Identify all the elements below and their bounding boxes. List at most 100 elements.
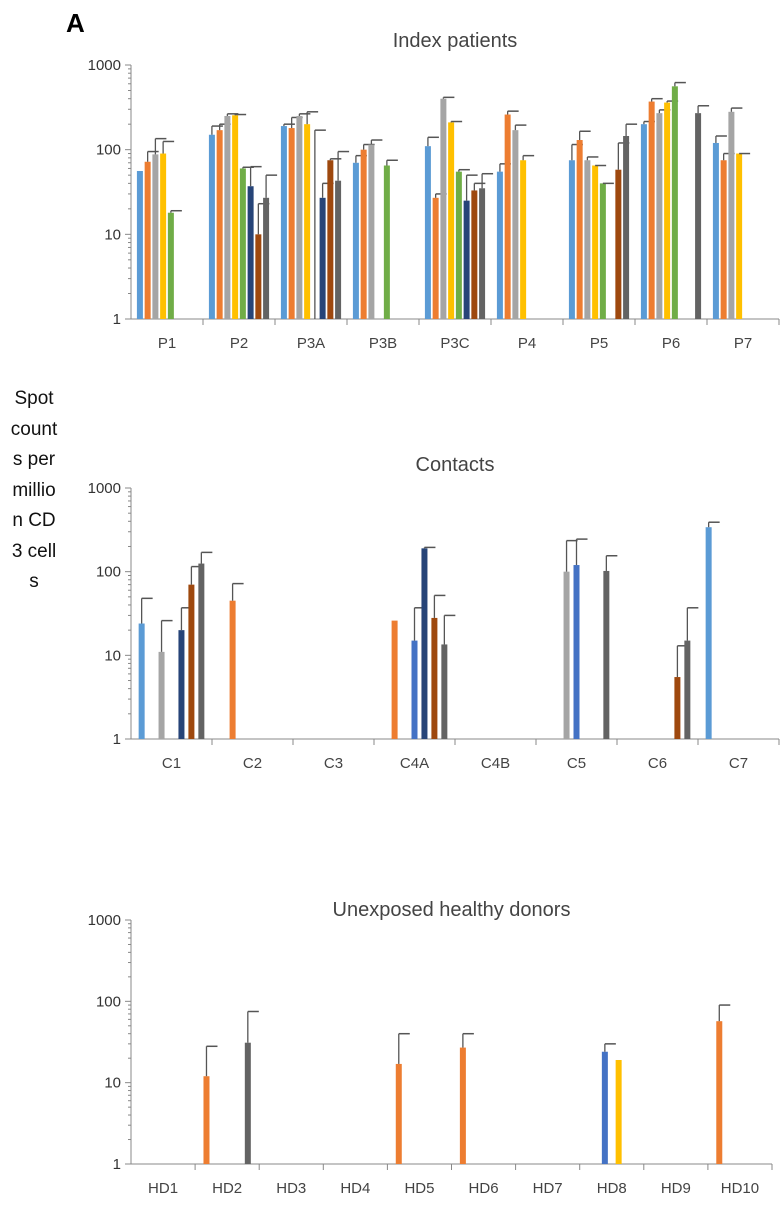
x-category-label: P5	[590, 335, 608, 352]
bar	[705, 527, 712, 739]
bar	[568, 160, 575, 319]
bar	[232, 115, 239, 319]
x-category-label: P6	[662, 335, 680, 352]
bar	[615, 1059, 622, 1164]
y-tick-label: 100	[96, 142, 121, 159]
x-category-label: P7	[734, 335, 752, 352]
bar	[296, 115, 303, 319]
bar	[144, 161, 151, 319]
bar	[563, 571, 570, 739]
y-tick-label: 10	[104, 647, 121, 664]
y-tick-label: 1000	[88, 57, 121, 74]
bar	[520, 160, 527, 319]
chart-panel-1: Index patients 1 10 100 1000 P1 P2 P3A P3B P3C P4 P…	[88, 30, 780, 352]
bar	[229, 600, 236, 739]
bar	[573, 565, 580, 739]
x-category-label: C7	[729, 755, 748, 772]
x-category-label: HD3	[276, 1180, 306, 1197]
bar	[440, 98, 447, 319]
chart-title: Contacts	[416, 454, 495, 476]
bar	[479, 188, 486, 319]
bar	[383, 165, 390, 319]
bar	[335, 180, 342, 319]
y-tick-label: 100	[96, 564, 121, 581]
bar	[648, 101, 655, 319]
bar	[656, 113, 663, 319]
x-category-label: HD10	[721, 1180, 759, 1197]
chart-title: Unexposed healthy donors	[333, 899, 571, 921]
x-category-label: HD9	[661, 1180, 691, 1197]
bar	[504, 114, 511, 319]
bar	[391, 620, 398, 739]
x-category-label: HD8	[597, 1180, 627, 1197]
y-tick-label: 10	[104, 226, 121, 243]
bar	[208, 134, 215, 319]
x-category-label: HD2	[212, 1180, 242, 1197]
y-tick-label: 10	[104, 1075, 121, 1092]
bar	[304, 124, 311, 319]
bar	[471, 190, 478, 319]
bar	[695, 113, 702, 319]
x-category-label: C6	[648, 755, 667, 772]
bar	[599, 183, 606, 319]
bar	[395, 1063, 402, 1164]
bar	[167, 212, 174, 319]
x-category-label: C2	[243, 755, 262, 772]
bar	[601, 1051, 608, 1164]
bar	[178, 630, 185, 739]
y-tick-label: 1	[113, 311, 121, 328]
bar	[674, 677, 681, 739]
x-category-label: C3	[324, 755, 343, 772]
bar	[198, 563, 205, 739]
bar	[188, 584, 195, 739]
bar	[640, 124, 647, 319]
y-tick-label: 1000	[88, 480, 121, 497]
bar	[716, 1021, 723, 1164]
bar	[239, 168, 246, 319]
bar	[244, 1042, 251, 1164]
bar	[431, 617, 438, 739]
bar	[623, 136, 630, 319]
bar	[288, 128, 295, 319]
x-category-label: P1	[158, 335, 176, 352]
bar	[160, 153, 167, 319]
bar	[216, 130, 223, 319]
bar	[728, 111, 735, 320]
bar	[448, 122, 455, 319]
x-category-label: HD1	[148, 1180, 178, 1197]
bar	[138, 623, 145, 739]
bar	[455, 171, 462, 319]
bar	[352, 162, 359, 319]
x-category-label: C1	[162, 755, 181, 772]
bar	[319, 197, 326, 319]
bar	[360, 149, 367, 319]
bar	[463, 200, 470, 319]
panel-label: A	[66, 8, 85, 38]
x-category-label: HD6	[469, 1180, 499, 1197]
bar	[584, 160, 591, 319]
x-category-label: C4B	[481, 755, 510, 772]
bar	[664, 102, 671, 319]
chart-title: Index patients	[393, 30, 518, 52]
bar	[136, 170, 143, 319]
x-category-label: C5	[567, 755, 586, 772]
bar	[671, 86, 678, 319]
bar	[263, 197, 270, 319]
bar	[459, 1047, 466, 1164]
bar	[684, 640, 691, 739]
bar	[496, 171, 503, 319]
chart-panel-3: Unexposed healthy donors 1 10 100 1000 HD1 HD2…	[88, 899, 773, 1197]
bar	[411, 640, 418, 739]
bar	[158, 651, 165, 739]
bar	[441, 644, 448, 739]
bar	[247, 186, 254, 319]
bar	[576, 140, 583, 319]
x-category-label: P3C	[440, 335, 469, 352]
x-category-label: P2	[230, 335, 248, 352]
x-category-label: C4A	[400, 755, 429, 772]
y-axis-label: Spot counts per million CD3 cells	[10, 388, 58, 592]
x-category-label: HD5	[404, 1180, 434, 1197]
bar	[327, 160, 334, 319]
chart-panel-2: Contacts 1 10 100 1000 C1 C2 C3 C4A C4B C5 C6 C7	[88, 454, 780, 772]
